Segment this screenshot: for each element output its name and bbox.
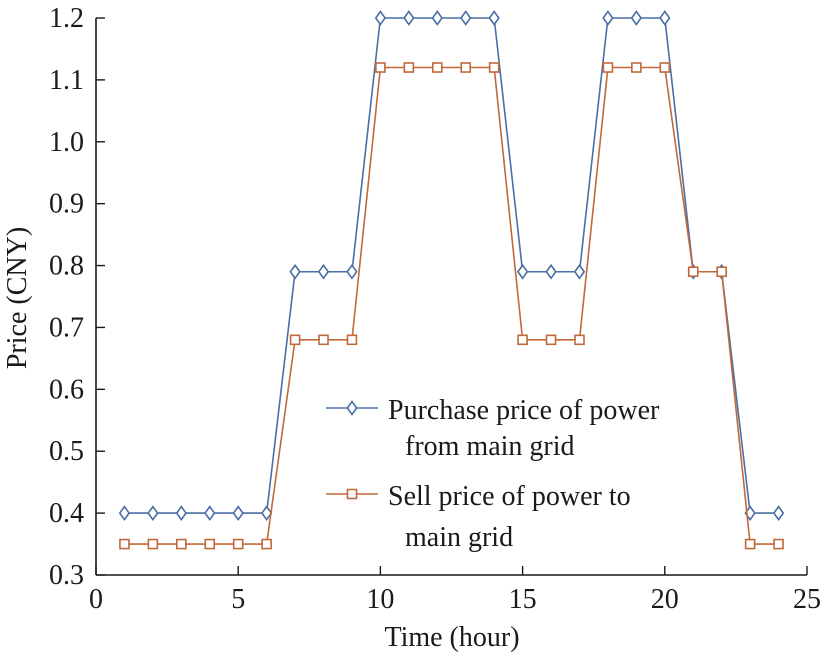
legend-entry-1: Purchase price of power from main grid: [326, 395, 660, 462]
data-point: [631, 62, 642, 73]
data-point: [488, 10, 500, 26]
data-point: [630, 10, 643, 26]
legend-entry-2: Sell price of power to main grid: [326, 481, 631, 553]
y-tick-label: 0.7: [49, 312, 84, 343]
legend-marker: [346, 400, 358, 416]
data-point: [431, 62, 443, 73]
data-point: [176, 538, 187, 550]
data-point: [289, 263, 301, 280]
data-point: [261, 538, 272, 550]
data-point: [118, 505, 131, 521]
legend-label: Purchase price of power: [388, 395, 660, 426]
y-tick-label: 0.5: [49, 436, 84, 467]
data-point: [545, 334, 557, 346]
legend-marker: [346, 488, 358, 500]
y-tick-label: 1.0: [49, 127, 84, 158]
data-point: [232, 505, 244, 521]
data-point: [204, 505, 216, 521]
data-point: [772, 505, 785, 521]
legend-label: main grid: [405, 522, 513, 553]
data-point: [517, 334, 528, 346]
series-2: [119, 62, 784, 550]
data-point: [516, 263, 529, 280]
data-point: [716, 266, 727, 278]
data-point: [773, 538, 784, 550]
data-point: [744, 538, 756, 550]
data-point: [317, 263, 330, 280]
x-tick-label: 10: [366, 584, 394, 615]
data-point: [573, 263, 586, 280]
x-tick-label: 5: [231, 584, 245, 615]
ticks: 0 5 10 15 20 25 0.3 0.4 0.5 0.6 0.7 0.8 0.9 1.0 1.1 1.2: [49, 3, 821, 615]
legend-label: from main grid: [405, 431, 575, 462]
data-point: [602, 10, 614, 26]
y-tick-label: 0.8: [49, 251, 84, 282]
legend-label: Sell price of power to: [388, 481, 631, 512]
data-point: [602, 62, 614, 73]
y-tick-label: 0.3: [49, 560, 84, 591]
x-axis-label: Time (hour): [384, 622, 519, 653]
data-point: [204, 538, 216, 550]
data-point: [375, 62, 386, 73]
y-tick-label: 0.9: [49, 189, 84, 220]
data-point: [147, 538, 159, 550]
data-point: [346, 263, 358, 280]
data-point: [318, 334, 329, 346]
legend: Purchase price of power from main grid Sel…: [326, 395, 660, 553]
data-point: [403, 62, 415, 73]
data-point: [403, 10, 415, 26]
data-point: [374, 10, 387, 26]
x-tick-label: 0: [89, 584, 103, 615]
data-point: [659, 62, 671, 73]
axes: [95, 18, 807, 576]
x-tick-label: 15: [509, 584, 537, 615]
y-tick-label: 0.4: [49, 498, 84, 529]
data-point: [346, 334, 358, 346]
series-layer: [118, 10, 785, 550]
data-point: [260, 505, 273, 521]
data-point: [687, 266, 699, 278]
data-point: [545, 263, 557, 280]
series-line: [124, 66, 779, 545]
data-point: [289, 334, 301, 346]
data-point: [175, 505, 187, 521]
data-point: [460, 62, 472, 73]
data-point: [232, 538, 244, 550]
data-point: [488, 62, 500, 73]
y-tick-label: 1.2: [49, 3, 84, 34]
data-point: [119, 538, 130, 550]
data-point: [460, 10, 472, 26]
x-tick-label: 20: [651, 584, 679, 615]
y-axis-label: Price (CNY): [2, 227, 33, 369]
y-tick-label: 1.1: [49, 65, 84, 96]
data-point: [574, 334, 585, 346]
data-point: [431, 10, 443, 26]
data-point: [659, 10, 671, 26]
series-1: [118, 10, 785, 521]
y-tick-label: 0.6: [49, 374, 84, 405]
x-tick-label: 25: [793, 584, 821, 615]
data-point: [147, 505, 159, 521]
